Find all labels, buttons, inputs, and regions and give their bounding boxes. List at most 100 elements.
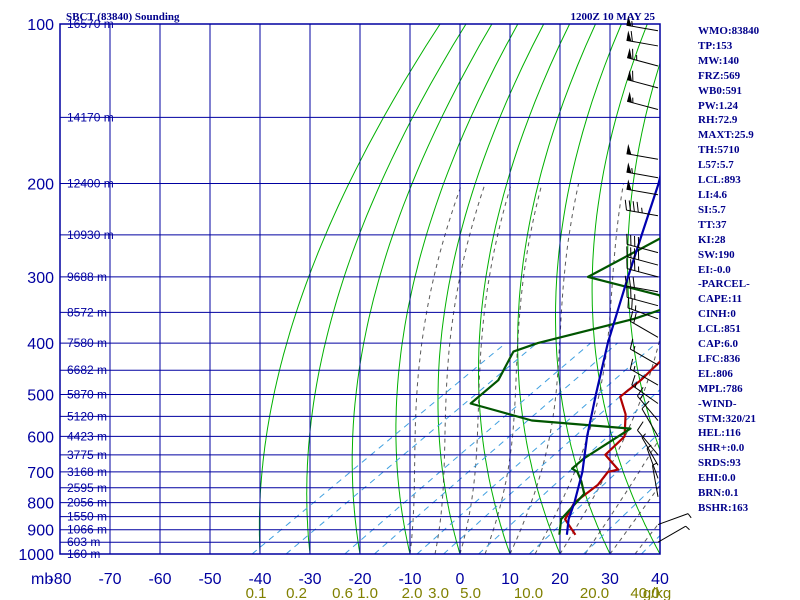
temperature-tick-label: 0 (456, 571, 465, 588)
height-label: 2056 m (67, 496, 107, 510)
index-line: RH:72.9 (698, 114, 738, 127)
height-label: 12400 m (67, 177, 114, 191)
barb-half-flag (641, 433, 646, 438)
barb-pennant (626, 179, 632, 191)
index-line: -PARCEL- (698, 278, 750, 291)
barb-half-flag (639, 394, 644, 400)
index-line: -WIND- (698, 397, 737, 410)
stability-indices-panel: WMO:83840 TP:153 MW:140 FRZ:569 WB0:591 PW:1.… (698, 24, 798, 516)
wind-barb (626, 179, 659, 196)
moist-adiabat (434, 183, 486, 554)
index-line: BSHR:163 (698, 502, 749, 514)
barb-flag (631, 298, 633, 310)
height-label: 7580 m (67, 336, 107, 350)
wind-barb (641, 400, 659, 437)
barb-pennant (627, 48, 632, 59)
height-label: 9688 m (67, 270, 107, 284)
barb-pennant (626, 162, 632, 174)
temperature-tick-label: 30 (601, 571, 619, 588)
mixing-ratio-line (416, 342, 657, 554)
barb-flag (628, 200, 631, 211)
barb-flag (624, 275, 627, 287)
barb-staff (641, 408, 659, 437)
barb-half-flag (687, 513, 692, 519)
mixing-ratio-label: 2.0 (402, 585, 423, 600)
height-label: 603 m (67, 535, 100, 549)
index-line: BRN:0.1 (698, 487, 739, 500)
index-line: LI:4.6 (698, 188, 728, 201)
barb-flag (636, 201, 639, 213)
temperature-tick-label: -60 (148, 571, 171, 588)
wind-barb (624, 199, 659, 217)
temperature-tick-label: -10 (398, 571, 421, 588)
barb-staff (626, 243, 659, 254)
index-line: LFC:836 (698, 352, 741, 365)
barb-flag (630, 30, 633, 42)
index-line: HEL:116 (698, 427, 741, 440)
barb-pennant (626, 30, 632, 42)
barb-staff (626, 57, 659, 67)
wind-barb (629, 310, 659, 338)
barb-half-flag (641, 207, 643, 213)
index-line: TH:5710 (698, 144, 740, 157)
barb-half-flag (631, 167, 633, 174)
barb-half-flag (631, 21, 633, 27)
barb-half-flag (685, 525, 690, 531)
mixing-ratio-line (478, 388, 660, 554)
barb-staff (626, 285, 659, 293)
barb-flag (632, 277, 635, 288)
dry-adiabat (351, 24, 493, 554)
mixing-ratio-label: 0.2 (286, 585, 307, 600)
wind-barb (626, 286, 659, 307)
barb-staff (626, 268, 659, 278)
temperature-tick-label: -80 (48, 571, 71, 588)
index-line: FRZ:569 (698, 69, 741, 82)
wind-barb (626, 48, 659, 67)
barb-staff (626, 79, 659, 89)
height-label: 3168 m (67, 465, 107, 479)
barb-staff (627, 307, 659, 320)
index-line: SHR+:0.0 (698, 442, 745, 455)
wind-barb (626, 15, 659, 32)
pressure-tick-label: 500 (27, 387, 54, 404)
chart-time: 1200Z 10 MAY 25 (571, 11, 656, 23)
barb-flag (628, 276, 631, 287)
wind-barb (626, 30, 659, 47)
pressure-tick-label: 800 (27, 496, 54, 513)
mixing-ratio-label: 40.0 (630, 585, 659, 600)
index-line: CAPE:11 (698, 293, 742, 306)
wind-barb (629, 338, 659, 366)
dry-adiabat (437, 24, 545, 554)
mixing-ratio-label: g/kg (643, 585, 671, 600)
wind-barb (626, 69, 659, 89)
wind-barb (651, 462, 659, 497)
index-line: L57:5.7 (698, 159, 734, 172)
wind-barb (624, 275, 659, 293)
height-label: 5120 m (67, 409, 107, 423)
wind-barb (637, 387, 659, 421)
moist-adiabat (409, 183, 463, 554)
index-line: EL:806 (698, 367, 733, 380)
pressure-tick-label: 400 (27, 336, 54, 353)
barb-pennant (627, 91, 632, 103)
wind-barb (626, 143, 659, 160)
barb-half-flag (646, 444, 652, 449)
height-label: 1550 m (67, 510, 107, 524)
index-line: STM:320/21 (698, 412, 757, 425)
wind-barb (626, 162, 659, 179)
barb-staff (626, 39, 659, 47)
temperature-tick-label: 40 (651, 571, 669, 588)
temperature-tick-label: -70 (98, 571, 121, 588)
barb-flag (632, 201, 635, 212)
moist-adiabat (609, 484, 660, 554)
height-label: 1066 m (67, 523, 107, 537)
barb-flag (629, 358, 634, 370)
height-label: 10930 m (67, 228, 114, 242)
index-line: SI:5.7 (698, 203, 726, 216)
index-line: EI:-0.0 (698, 263, 731, 276)
pressure-tick-label: 300 (27, 270, 54, 287)
index-line: LCL:851 (698, 323, 741, 336)
barb-staff (657, 525, 686, 543)
wind-barb (626, 246, 659, 266)
barb-flag (631, 375, 636, 386)
